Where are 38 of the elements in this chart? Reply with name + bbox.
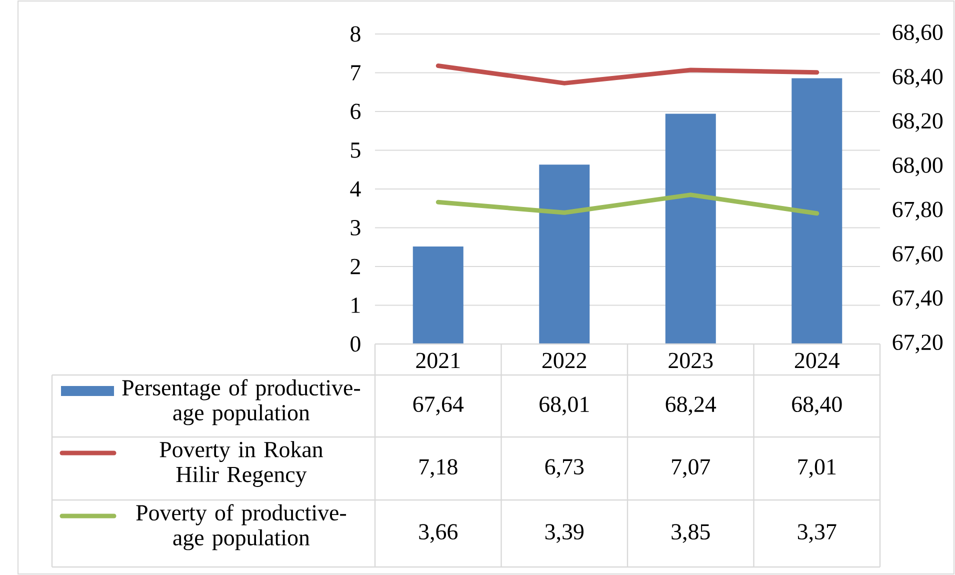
y2-tick-label: 68,40	[892, 68, 943, 88]
y2-tick-label: 68,60	[892, 24, 943, 44]
data-label: 68,24	[666, 396, 716, 416]
y2-tick-label: 67,40	[892, 290, 943, 310]
y-tick-label: 3	[350, 220, 360, 236]
line-series	[436, 192, 820, 216]
y-tick-label: 6	[350, 104, 360, 120]
y-tick-label: 7	[351, 65, 361, 80]
y-tick-label: 2	[350, 258, 360, 274]
data-label: 7,18	[420, 459, 458, 478]
x-tick-label: 2023	[668, 352, 713, 368]
data-label: 3,39	[545, 524, 584, 543]
data-label: 3,37	[798, 524, 836, 543]
data-label: 7,01	[798, 459, 836, 478]
legend-label: Persentage of productive-age population	[122, 379, 360, 426]
y-tick-label: 5	[351, 142, 360, 158]
data-label: 67,64	[413, 396, 464, 416]
data-label: 68,01	[540, 396, 589, 416]
data-label: 6,73	[545, 459, 584, 478]
x-tick-label: 2022	[542, 352, 586, 368]
y2-tick-label: 67,60	[892, 246, 943, 265]
y-tick-label: 8	[350, 26, 360, 42]
x-tick-label: 2021	[416, 352, 460, 368]
legend-label: Poverty of productive-age population	[136, 504, 346, 550]
y2-tick-label: 67,20	[892, 334, 943, 354]
y-tick-label: 1	[352, 298, 360, 313]
line-series	[436, 64, 820, 86]
data-label: 7,07	[672, 459, 710, 478]
x-tick-label: 2024	[794, 352, 840, 368]
legend-label: Poverty in Rokan Hilir Regency	[160, 441, 323, 487]
y-tick-label: 4	[350, 181, 361, 197]
data-label: 3,66	[419, 524, 458, 543]
y2-tick-label: 67,80	[892, 202, 943, 221]
data-label: 3,85	[672, 524, 710, 543]
y2-tick-label: 68,20	[892, 113, 943, 132]
data-label: 68,40	[792, 396, 842, 416]
y2-tick-label: 68,00	[892, 157, 943, 176]
y-tick-label: 0	[350, 336, 360, 352]
